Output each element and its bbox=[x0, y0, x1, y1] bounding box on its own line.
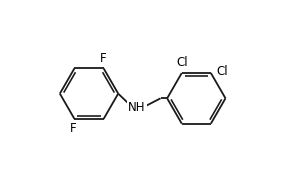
Text: F: F bbox=[70, 122, 77, 135]
Text: Cl: Cl bbox=[217, 65, 228, 78]
Text: NH: NH bbox=[128, 101, 146, 114]
Text: F: F bbox=[100, 52, 107, 65]
Text: Cl: Cl bbox=[177, 56, 189, 69]
